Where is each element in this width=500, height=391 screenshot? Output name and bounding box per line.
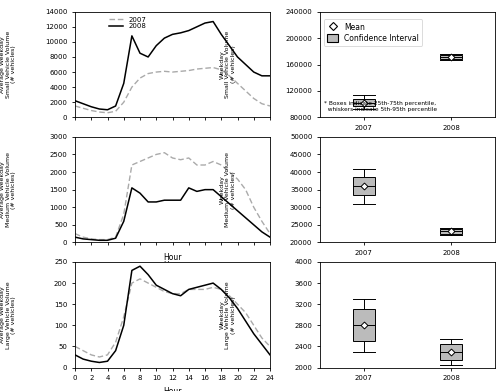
Y-axis label: Average Weekday
Medium Vehicle Volume
(# vehicles): Average Weekday Medium Vehicle Volume (#… xyxy=(0,152,16,227)
Y-axis label: Weekday
Medium Vehicle Volume
(# vehicles): Weekday Medium Vehicle Volume (# vehicle… xyxy=(220,152,236,227)
Legend: 2007, 2008: 2007, 2008 xyxy=(108,15,148,30)
Bar xyxy=(353,177,374,195)
Y-axis label: Average Weekday
Small Vehicle Volume
(# vehicles): Average Weekday Small Vehicle Volume (# … xyxy=(0,31,16,98)
Bar xyxy=(440,344,462,360)
Legend: Mean, Confidence Interval: Mean, Confidence Interval xyxy=(324,20,422,46)
Y-axis label: Weekday
Large Vehicle Volume
(# vehicles): Weekday Large Vehicle Volume (# vehicles… xyxy=(220,281,236,348)
Bar xyxy=(440,55,462,59)
Bar xyxy=(353,310,374,341)
X-axis label: Hour: Hour xyxy=(163,253,182,262)
Bar xyxy=(440,229,462,233)
Bar xyxy=(353,99,374,106)
X-axis label: Hour: Hour xyxy=(163,387,182,391)
Y-axis label: Weekday
Small Vehicle Volume
(# vehicles): Weekday Small Vehicle Volume (# vehicles… xyxy=(220,31,236,98)
Text: * Boxes indicate 25th-75th percentile,
  whiskers indicate 5th-95th percentile: * Boxes indicate 25th-75th percentile, w… xyxy=(324,101,436,112)
Y-axis label: Average Weekday
Large Vehicle Volume
(# vehicles): Average Weekday Large Vehicle Volume (# … xyxy=(0,281,16,348)
Text: Hour: Hour xyxy=(163,262,182,271)
